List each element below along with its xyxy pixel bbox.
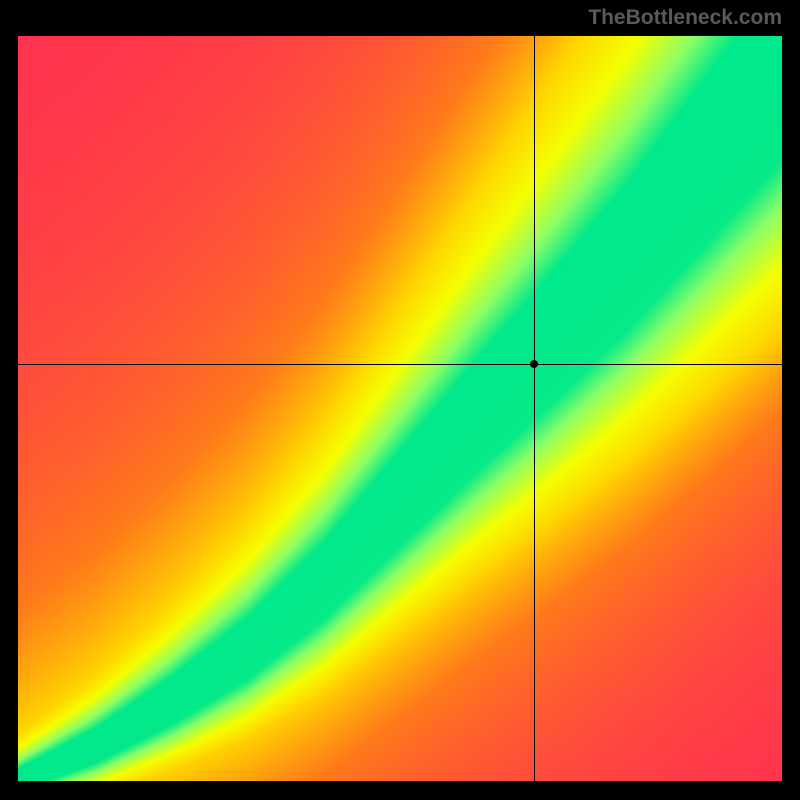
crosshair-vertical	[534, 36, 535, 781]
crosshair-marker	[530, 360, 538, 368]
crosshair-horizontal	[18, 364, 782, 365]
watermark-text: TheBottleneck.com	[588, 6, 782, 30]
bottleneck-heatmap	[18, 36, 782, 781]
heatmap-canvas	[18, 36, 782, 781]
